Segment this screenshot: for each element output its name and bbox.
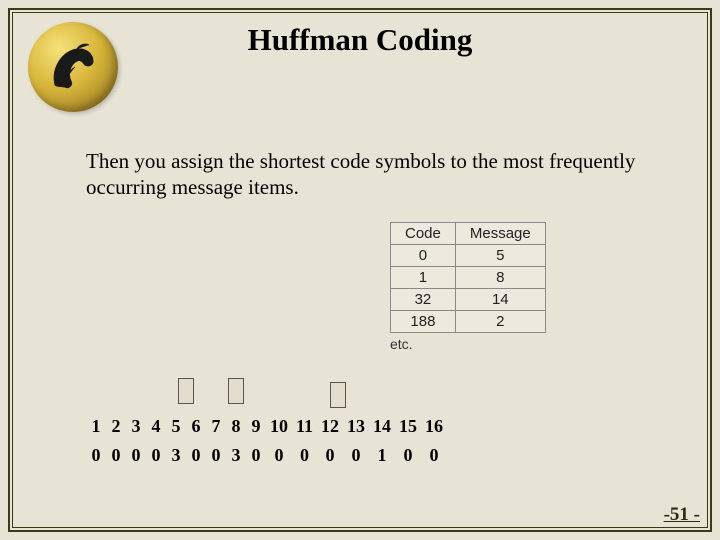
table-row: 32 14 <box>391 289 546 311</box>
sequence-indices-row: 1 2 3 4 5 6 7 8 9 10 11 12 13 14 15 16 <box>86 412 447 441</box>
slide-title: Huffman Coding <box>0 22 720 58</box>
code-message-table: Code Message 0 5 1 8 32 14 188 2 etc. <box>390 222 546 352</box>
body-text: Then you assign the shortest code symbol… <box>86 148 660 201</box>
etc-label: etc. <box>390 336 546 352</box>
marker-box <box>178 378 194 404</box>
table-row: 188 2 <box>391 311 546 333</box>
table-row: 0 5 <box>391 245 546 267</box>
marker-box <box>228 378 244 404</box>
marker-box <box>330 382 346 408</box>
table-header-code: Code <box>391 223 456 245</box>
sequence-values-row: 0 0 0 0 3 0 0 3 0 0 0 0 0 1 0 0 <box>86 441 447 470</box>
sequence-table: 1 2 3 4 5 6 7 8 9 10 11 12 13 14 15 16 0… <box>86 412 447 470</box>
table-header-message: Message <box>455 223 545 245</box>
table-row: 1 8 <box>391 267 546 289</box>
page-number: -51 - <box>664 504 700 526</box>
